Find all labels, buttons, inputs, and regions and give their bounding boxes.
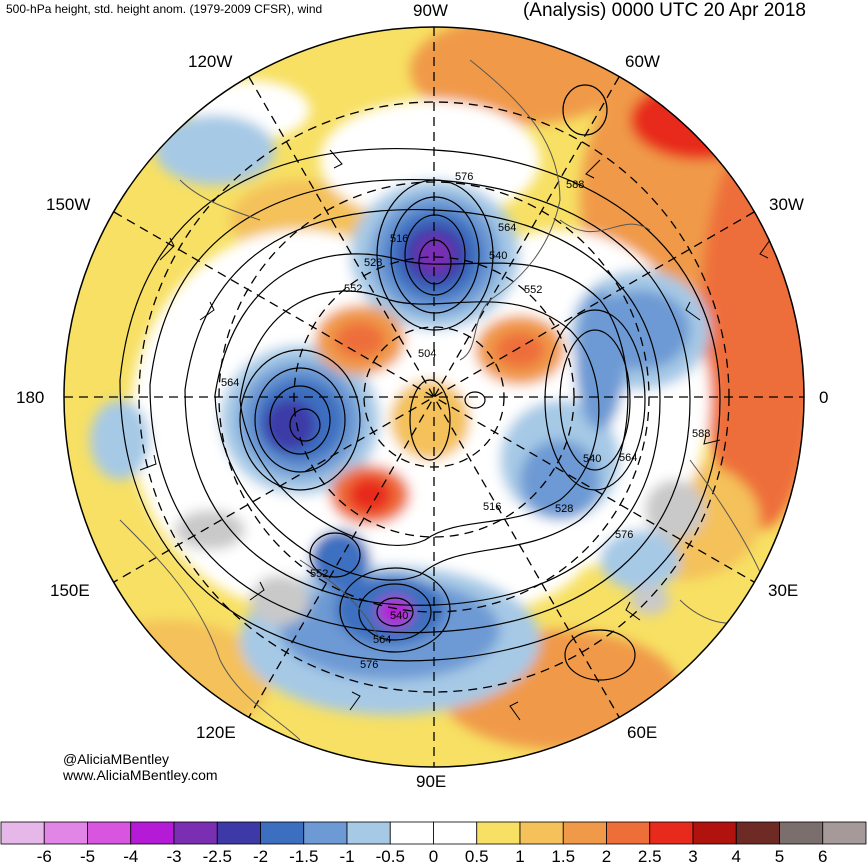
contour-label: 552 xyxy=(344,283,362,295)
colorbar-swatch xyxy=(476,821,521,845)
colorbar-label: -2 xyxy=(252,847,269,866)
lon-label-30e: 30E xyxy=(768,581,799,600)
lon-label-150e: 150E xyxy=(50,581,90,600)
colorbar-label: 5 xyxy=(774,847,785,866)
colorbar-label: -1.5 xyxy=(289,847,319,866)
contour-label: 564 xyxy=(373,634,391,646)
map-title-right: (Analysis) 0000 UTC 20 Apr 2018 xyxy=(522,0,806,21)
colorbar-label: 3 xyxy=(688,847,698,866)
colorbar-swatch xyxy=(606,821,651,845)
colorbar-label: 2.5 xyxy=(637,847,662,866)
colorbar-label: -6 xyxy=(36,847,52,866)
colorbar-label: 1.5 xyxy=(551,847,576,866)
map-title-left: 500-hPa height, std. height anom. (1979-… xyxy=(6,2,323,16)
contour-label: 552 xyxy=(310,568,328,580)
colorbar-swatch xyxy=(173,821,218,845)
lon-label-0: 0 xyxy=(819,388,829,407)
coastlines xyxy=(119,59,771,741)
colorbar-swatch xyxy=(303,821,348,845)
colorbar-swatch xyxy=(260,821,305,845)
lon-label-90w: 90W xyxy=(413,1,448,20)
contour-label: 552 xyxy=(524,284,542,296)
colorbar-swatch xyxy=(779,821,824,845)
colorbar-label: -1 xyxy=(339,847,355,866)
colorbar-label: -4 xyxy=(123,847,139,866)
colorbar-swatch xyxy=(735,821,780,845)
anomaly-field xyxy=(64,27,804,767)
height-contours xyxy=(119,84,721,681)
colorbar-swatch xyxy=(87,821,132,845)
wind-barbs xyxy=(139,149,771,721)
colorbar-label: -0.5 xyxy=(375,847,405,866)
colorbar-swatch xyxy=(43,821,88,845)
colorbar-label: 1 xyxy=(515,847,525,866)
colorbar-label: 2 xyxy=(601,847,612,866)
lon-label-120e: 120E xyxy=(196,723,236,742)
contour-label: 564 xyxy=(619,452,637,464)
contour-label: 528 xyxy=(555,503,573,515)
colorbar-swatch xyxy=(692,821,737,845)
colorbar-label: 4 xyxy=(731,847,741,866)
lon-label-90e: 90E xyxy=(416,772,447,791)
lat-lon-grid xyxy=(64,27,804,767)
lon-label-30w: 30W xyxy=(769,195,804,214)
contour-value-labels: 576 588 564 540 516 528 552 552 504 564 … xyxy=(221,171,710,671)
colorbar-swatch xyxy=(389,821,434,845)
contour-label: 576 xyxy=(360,659,378,671)
credit-handle: @AliciaMBentley xyxy=(63,751,170,767)
credit-website: www.AliciaMBentley.com xyxy=(63,767,218,783)
contour-label: 576 xyxy=(455,171,473,183)
colorbar-swatch xyxy=(822,821,867,845)
lon-label-150w: 150W xyxy=(46,195,91,214)
colorbar-label: 0.5 xyxy=(464,847,489,866)
contour-label: 564 xyxy=(498,222,516,234)
lon-label-60e: 60E xyxy=(627,723,658,742)
contour-label: 588 xyxy=(566,179,584,191)
colorbar-swatch xyxy=(562,821,607,845)
contour-label: 540 xyxy=(583,453,601,465)
colorbar-label: -5 xyxy=(79,847,96,866)
lon-label-180: 180 xyxy=(16,388,45,407)
colorbar-swatch xyxy=(130,821,175,845)
map-boundary xyxy=(63,26,805,768)
colorbar-swatch xyxy=(346,821,391,845)
contour-label: 588 xyxy=(692,428,710,440)
contour-label: 576 xyxy=(615,529,633,541)
colorbar-label: 0 xyxy=(428,847,439,866)
colorbar-swatch xyxy=(0,821,45,845)
colorbar-swatch xyxy=(216,821,261,845)
contour-label: 540 xyxy=(390,610,408,622)
lon-label-120w: 120W xyxy=(188,52,233,71)
colorbar-swatch xyxy=(649,821,694,845)
contour-label: 528 xyxy=(364,257,382,269)
colorbar-swatch xyxy=(433,821,478,845)
contour-label: 516 xyxy=(483,501,501,513)
lon-label-60w: 60W xyxy=(625,52,660,71)
contour-label: 504 xyxy=(418,348,436,360)
colorbar-label: -3 xyxy=(166,847,182,866)
colorbar xyxy=(0,821,867,845)
contour-label: 564 xyxy=(221,377,239,389)
contour-label: 516 xyxy=(390,233,408,245)
colorbar-swatch xyxy=(519,821,564,845)
contour-label: 540 xyxy=(489,250,507,262)
colorbar-label: 6 xyxy=(818,847,828,866)
colorbar-label: -2.5 xyxy=(202,847,232,866)
